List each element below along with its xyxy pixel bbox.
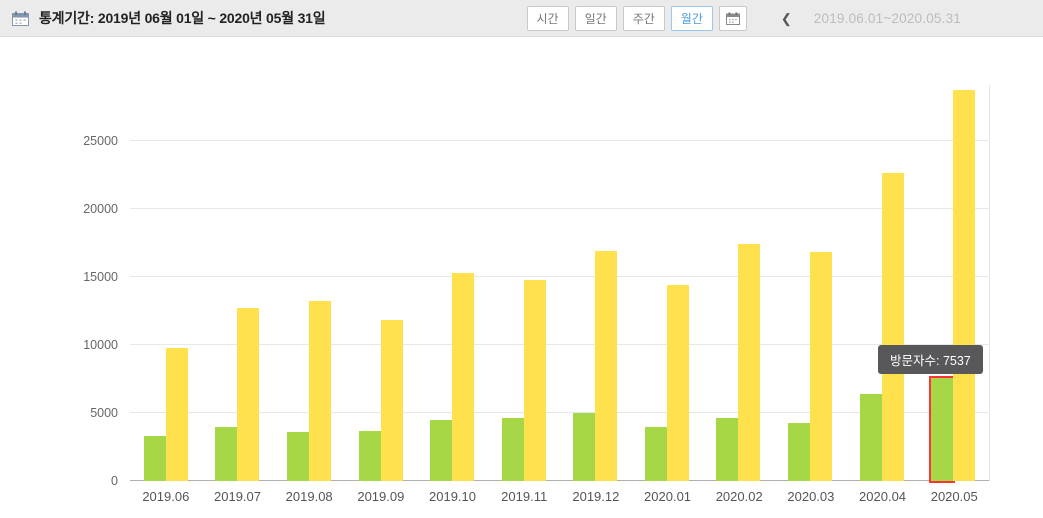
visitor-bar[interactable] xyxy=(644,426,667,481)
gridline xyxy=(130,207,989,209)
yellow-bar[interactable] xyxy=(738,244,761,481)
chart-plot: 0 5000 10000 15000 20000 25000 xyxy=(83,85,990,488)
yellow-bar[interactable] xyxy=(165,347,188,481)
calendar-icon xyxy=(12,11,29,26)
stats-period-title: 통계기간: 2019년 06월 01일 ~ 2020년 05월 31일 xyxy=(39,10,326,26)
y-axis-tick-label: 5000 xyxy=(90,405,118,420)
visitor-bar[interactable] xyxy=(215,426,238,481)
y-axis-tick-label: 25000 xyxy=(83,133,118,148)
y-axis-tick-label: 10000 xyxy=(83,337,118,352)
visitor-bar[interactable] xyxy=(929,376,956,483)
visitor-bar[interactable] xyxy=(143,436,166,481)
visitor-tooltip: 방문자수: 7537 xyxy=(878,345,983,374)
visitor-bar[interactable] xyxy=(286,432,309,481)
x-axis-tick-label: 2019.11 xyxy=(501,489,548,504)
x-axis-tick-label: 2020.04 xyxy=(859,489,907,504)
visitor-bar-chart: 0 5000 10000 15000 20000 25000 2019.06 2019.07… xyxy=(0,37,1043,518)
bar-groups xyxy=(130,85,989,483)
bar-group xyxy=(716,85,761,481)
gridline xyxy=(130,480,989,481)
period-button-group: 시간 일간 주간 월간 xyxy=(526,5,713,31)
calendar-button[interactable] xyxy=(718,5,747,31)
yellow-bar[interactable] xyxy=(308,301,331,481)
yellow-bar[interactable] xyxy=(237,308,260,481)
bar-group xyxy=(215,85,260,481)
visitor-bar[interactable] xyxy=(787,423,810,481)
bar-group xyxy=(787,85,832,481)
yellow-bar[interactable] xyxy=(452,272,475,481)
visitor-bar[interactable] xyxy=(716,418,739,481)
period-button-1[interactable]: 시간 xyxy=(526,5,569,31)
gridline xyxy=(130,275,989,277)
bar-group xyxy=(358,85,403,481)
x-axis-labels: 2019.06 2019.07 2019.08 2019.09 2019.10 2019.… xyxy=(130,489,990,504)
stats-period-bar: 통계기간: 2019년 06월 01일 ~ 2020년 05월 31일 시간 일간… xyxy=(0,0,1043,37)
yellow-bar[interactable] xyxy=(380,320,403,481)
tooltip-label: 방문자수: 7537 xyxy=(890,354,971,368)
x-axis-tick-label: 2020.05 xyxy=(930,489,978,504)
period-range-text: 2019.06.01~2020.05.31 xyxy=(813,10,961,26)
yellow-bar[interactable] xyxy=(666,285,689,481)
x-axis-tick-label: 2019.08 xyxy=(285,489,333,504)
bar-group xyxy=(501,85,546,481)
visitor-bar[interactable] xyxy=(358,431,381,481)
period-button-4[interactable]: 월간 xyxy=(670,5,713,31)
visitor-bar[interactable] xyxy=(430,420,453,481)
x-axis-tick-label: 2020.02 xyxy=(715,489,763,504)
yellow-bar[interactable] xyxy=(953,90,976,481)
yellow-bar[interactable] xyxy=(595,251,618,481)
bar-group xyxy=(859,85,904,481)
visitor-bar[interactable] xyxy=(573,412,596,481)
gridline xyxy=(130,411,989,413)
visitor-bar[interactable] xyxy=(859,393,882,481)
bar-group xyxy=(929,85,976,483)
gridline xyxy=(130,343,989,345)
bar-group xyxy=(644,85,689,481)
period-controls: 시간 일간 주간 월간 ❮ 2019.06.01~2020.05.31 xyxy=(526,5,1032,31)
yellow-bar[interactable] xyxy=(809,252,832,481)
yellow-bar[interactable] xyxy=(523,279,546,481)
visitor-bar[interactable] xyxy=(501,418,524,481)
x-axis-tick-label: 2019.09 xyxy=(357,489,405,504)
bar-group xyxy=(143,85,188,481)
x-axis-tick-label: 2019.12 xyxy=(572,489,620,504)
y-axis-tick-label: 0 xyxy=(111,474,118,488)
period-button-2[interactable]: 일간 xyxy=(574,5,617,31)
bar-group xyxy=(286,85,331,481)
bar-group xyxy=(573,85,618,481)
bar-group xyxy=(430,85,475,481)
y-axis-tick-label: 20000 xyxy=(83,201,118,216)
y-axis-tick-label: 15000 xyxy=(83,269,118,284)
period-button-3[interactable]: 주간 xyxy=(622,5,665,31)
x-axis-tick-label: 2019.06 xyxy=(142,489,190,504)
chevron-left-icon[interactable]: ❮ xyxy=(780,10,792,26)
yellow-bar[interactable] xyxy=(881,173,904,481)
x-axis-tick-label: 2019.10 xyxy=(429,489,477,504)
x-axis-tick-label: 2020.03 xyxy=(787,489,835,504)
gridline xyxy=(130,139,989,141)
x-axis-tick-label: 2019.07 xyxy=(214,489,261,504)
x-axis-tick-label: 2020.01 xyxy=(644,489,692,504)
